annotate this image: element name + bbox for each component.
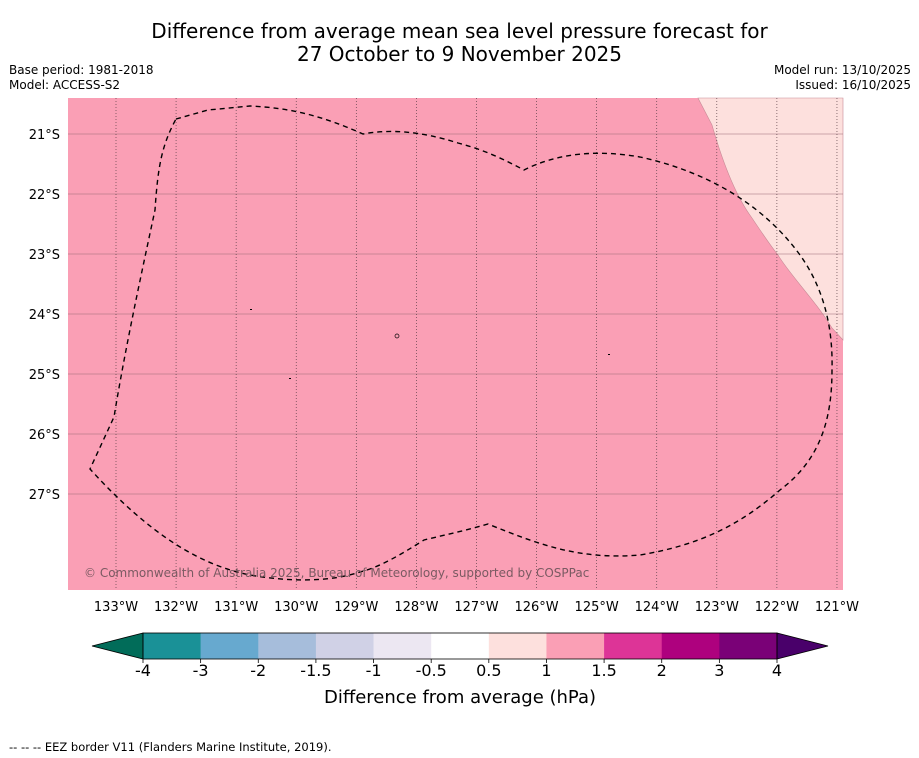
map-panel: © Commonwealth of Australia 2025, Bureau…: [68, 97, 844, 590]
model-label: Model: ACCESS-S2: [9, 78, 121, 92]
longitude-label: 129°W: [334, 600, 378, 615]
latitude-label: 25°S: [29, 368, 60, 383]
colorbar-tick-label: 0.5: [476, 661, 501, 680]
colorbar-segment: [431, 633, 490, 659]
longitude-label: 128°W: [394, 600, 438, 615]
longitude-label: 121°W: [815, 600, 859, 615]
colorbar-tick-label: 3: [714, 661, 724, 680]
colorbar-segment: [143, 633, 201, 659]
colorbar-segment: [200, 633, 259, 659]
colorbar-over-arrow: [776, 632, 829, 660]
longitude-label: 122°W: [755, 600, 799, 615]
longitude-label: 125°W: [575, 600, 619, 615]
colorbar: -4 -3 -2 -1.5 -1 -0.5 0.5 1 1.5 2 3 4: [91, 632, 829, 680]
colorbar-segment: [604, 633, 663, 659]
colorbar-under-arrow: [91, 632, 144, 660]
colorbar-tick-label: -3: [193, 661, 209, 680]
colorbar-segment: [488, 633, 547, 659]
colorbar-segment: [373, 633, 432, 659]
copyright-text: © Commonwealth of Australia 2025, Bureau…: [84, 566, 589, 580]
latitude-label: 24°S: [29, 308, 60, 323]
map-figure: © Commonwealth of Australia 2025, Bureau…: [29, 97, 859, 708]
longitude-label: 127°W: [454, 600, 498, 615]
anomaly-region-light: [697, 97, 844, 341]
colorbar-segment: [315, 633, 374, 659]
colorbar-tick-label: -2: [250, 661, 266, 680]
latitude-label: 21°S: [29, 128, 60, 143]
colorbar-tick-label: 2: [657, 661, 667, 680]
latitude-gridlines: [68, 133, 843, 495]
longitude-label: 123°W: [695, 600, 739, 615]
colorbar-tick-label: -0.5: [416, 661, 447, 680]
footnote: -- -- -- EEZ border V11 (Flanders Marine…: [9, 740, 332, 754]
island-marker-1: [250, 309, 252, 310]
colorbar-tick-label: -4: [135, 661, 151, 680]
longitude-label: 126°W: [514, 600, 558, 615]
colorbar-tick-label: 1: [541, 661, 551, 680]
colorbar-segment: [258, 633, 317, 659]
longitude-label: 133°W: [94, 600, 138, 615]
colorbar-tick-label: -1: [366, 661, 382, 680]
model-run-label: Model run: 13/10/2025: [773, 63, 911, 77]
issued-label: Issued: 16/10/2025: [795, 78, 911, 92]
map-title-line-2: 27 October to 9 November 2025: [296, 42, 623, 66]
longitude-gridlines: [115, 98, 838, 590]
colorbar-tick-label: 1.5: [591, 661, 616, 680]
longitude-label: 130°W: [274, 600, 318, 615]
base-period-label: Base period: 1981-2018: [9, 63, 154, 77]
colorbar-segment: [661, 633, 720, 659]
longitude-labels: 133°W 132°W 131°W 130°W 129°W 128°W 127°W 126°W…: [94, 600, 859, 615]
longitude-label: 124°W: [635, 600, 679, 615]
island-marker-4: [608, 354, 610, 355]
latitude-label: 22°S: [29, 188, 60, 203]
colorbar-tick-label: -1.5: [300, 661, 331, 680]
colorbar-tick-label: 4: [772, 661, 782, 680]
longitude-label: 132°W: [154, 600, 198, 615]
island-marker-2: [394, 333, 400, 339]
colorbar-segment: [546, 633, 605, 659]
longitude-label: 131°W: [214, 600, 258, 615]
colorbar-label: Difference from average (hPa): [324, 687, 596, 708]
colorbar-outline: [142, 632, 778, 660]
latitude-label: 23°S: [29, 248, 60, 263]
map-background: [68, 98, 843, 590]
colorbar-segment: [719, 633, 778, 659]
map-title-line-1: Difference from average mean sea level p…: [151, 19, 768, 43]
latitude-labels: 21°S 22°S 23°S 24°S 25°S 26°S 27°S: [29, 128, 60, 503]
latitude-label: 27°S: [29, 488, 60, 503]
eez-border: [89, 105, 833, 581]
latitude-label: 26°S: [29, 428, 60, 443]
island-marker-3: [289, 378, 291, 379]
